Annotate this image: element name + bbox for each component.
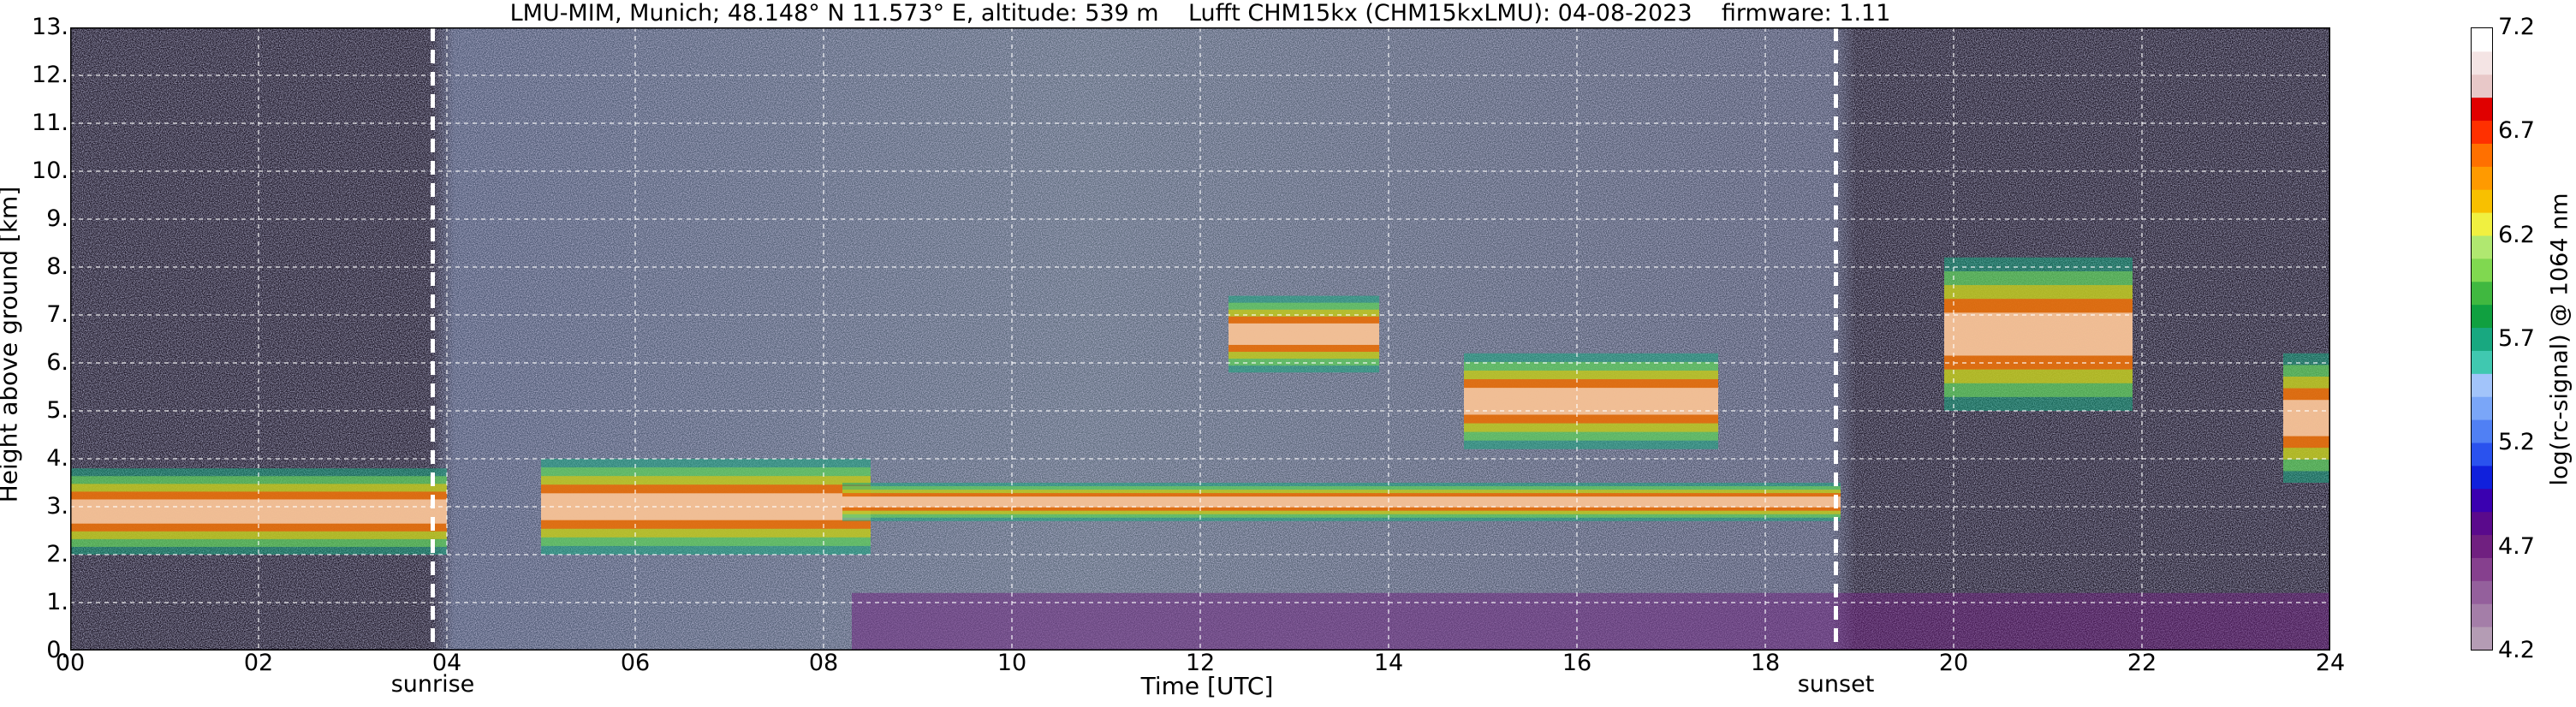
y-tick-label: 3. <box>46 493 68 520</box>
colorbar-segment <box>2472 465 2492 490</box>
colorbar-segment <box>2472 534 2492 558</box>
colorbar-segment <box>2472 488 2492 513</box>
colorbar-segment <box>2472 28 2492 52</box>
colorbar-segment <box>2472 120 2492 144</box>
cloud-layer-band <box>70 499 447 524</box>
cloud-layer <box>1464 353 1718 449</box>
colorbar-segment <box>2472 189 2492 213</box>
x-tick-label: 24 <box>2315 650 2346 676</box>
colorbar-segment <box>2472 166 2492 190</box>
sunset-label: sunset <box>1797 671 1875 698</box>
colorbar-segment <box>2472 212 2492 236</box>
sunrise-label: sunrise <box>390 671 475 698</box>
colorbar-segment <box>2472 97 2492 122</box>
y-tick-label: 13. <box>32 14 68 40</box>
y-tick-label: 1. <box>46 589 68 615</box>
colorbar-tick-label: 6.7 <box>2498 117 2535 145</box>
colorbar-segment <box>2472 258 2492 282</box>
y-tick-label: 2. <box>46 541 68 567</box>
y-tick-label: 12. <box>32 62 68 88</box>
y-tick-label: 11. <box>32 110 68 136</box>
colorbar-segment <box>2472 396 2492 420</box>
x-tick-label: 00 <box>55 650 86 676</box>
y-tick-label: 0. <box>46 637 68 663</box>
plot-area <box>70 27 2330 651</box>
colorbar-segment <box>2472 627 2492 650</box>
cloud-layer-band <box>2283 400 2330 437</box>
cloud-layer-band <box>842 496 1841 508</box>
y-tick-label: 6. <box>46 349 68 376</box>
colorbar-segment <box>2472 443 2492 466</box>
colorbar-segment <box>2472 304 2492 329</box>
x-tick-label: 16 <box>1562 650 1592 676</box>
colorbar-tick-label: 5.7 <box>2498 325 2535 352</box>
cloud-layer <box>70 468 447 555</box>
colorbar-segment <box>2472 373 2492 397</box>
cloud-layer <box>1944 257 2133 411</box>
y-axis-label: Height above ground [km] <box>0 186 23 503</box>
x-tick-label: 12 <box>1185 650 1216 676</box>
x-tick-label: 14 <box>1373 650 1404 676</box>
y-tick-label: 5. <box>46 397 68 424</box>
colorbar-segment <box>2472 327 2492 351</box>
colorbar-segment <box>2472 350 2492 374</box>
colorbar <box>2471 27 2493 651</box>
x-tick-label: 06 <box>620 650 651 676</box>
cloud-layer <box>1229 295 1379 373</box>
colorbar-segment <box>2472 235 2492 259</box>
x-tick-label: 18 <box>1750 650 1781 676</box>
cloud-layer <box>2283 353 2330 483</box>
cloud-layer <box>842 483 1841 521</box>
chart-title: LMU-MIM, Munich; 48.148° N 11.573° E, al… <box>509 0 1891 27</box>
colorbar-tick-label: 5.2 <box>2498 429 2535 456</box>
x-tick-label: 20 <box>1938 650 1969 676</box>
x-tick-label: 04 <box>431 650 462 676</box>
y-tick-label: 9. <box>46 205 68 232</box>
y-tick-label: 7. <box>46 301 68 328</box>
colorbar-segment <box>2472 143 2492 167</box>
colorbar-segment <box>2472 557 2492 581</box>
x-tick-label: 08 <box>808 650 839 676</box>
x-tick-label: 10 <box>996 650 1027 676</box>
x-tick-label: 02 <box>243 650 274 676</box>
y-tick-label: 4. <box>46 445 68 472</box>
colorbar-segment <box>2472 511 2492 536</box>
x-axis-label: Time [UTC] <box>1140 672 1274 700</box>
colorbar-segment <box>2472 74 2492 98</box>
colorbar-segment <box>2472 603 2492 627</box>
colorbar-segment <box>2472 580 2492 604</box>
colorbar-segment <box>2472 50 2492 75</box>
plot-frame <box>70 27 2330 651</box>
colorbar-tick-label: 4.2 <box>2498 637 2535 663</box>
cloud-layer-band <box>1944 312 2133 356</box>
x-tick-label: 22 <box>2127 650 2157 676</box>
boundary-layer <box>852 592 2330 651</box>
colorbar-tick-label: 4.7 <box>2498 532 2535 560</box>
colorbar-label: log(rc-signal) @ 1064 nm <box>2546 193 2573 486</box>
cloud-layer-band <box>1229 323 1379 345</box>
y-tick-label: 10. <box>32 157 68 184</box>
y-tick-label: 8. <box>46 253 68 280</box>
cloud-layer-band <box>1464 388 1718 415</box>
colorbar-tick-label: 7.2 <box>2498 14 2535 40</box>
colorbar-segment <box>2472 281 2492 306</box>
colorbar-segment <box>2472 419 2492 443</box>
colorbar-tick-label: 6.2 <box>2498 221 2535 248</box>
